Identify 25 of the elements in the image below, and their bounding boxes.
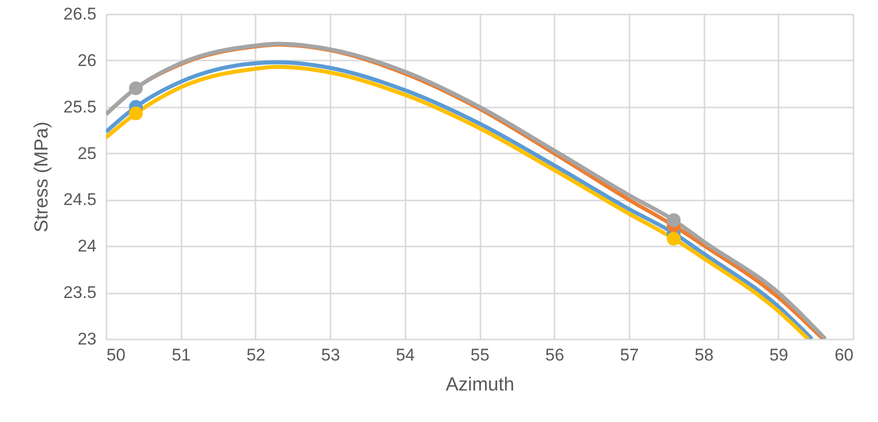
y-tick-label: 26 [78, 50, 96, 70]
point [666, 232, 681, 246]
y-tick-label: 25 [78, 144, 96, 163]
x-tick-label: 56 [545, 346, 564, 364]
y-tick-label: 23.5 [63, 283, 96, 302]
x-tick-label: 53 [321, 346, 340, 364]
x-tick-label: 57 [620, 346, 639, 364]
y-tick-label: 23 [78, 330, 96, 348]
y-tick-label: 24 [78, 236, 96, 256]
x-tick-label: 60 [834, 346, 854, 364]
point [128, 81, 143, 96]
x-tick-label: 54 [396, 346, 415, 364]
x-tick-label: 59 [769, 346, 788, 364]
point [666, 213, 681, 228]
point [128, 106, 143, 120]
y-tick-label: 25.5 [63, 97, 96, 116]
x-tick-label: 58 [694, 346, 714, 364]
x-tick-label: 52 [246, 346, 266, 364]
y-axis-title: Stress (MPa) [31, 122, 52, 232]
y-tick-label: 24.5 [63, 190, 96, 210]
y-tick-label: 26.5 [63, 4, 96, 24]
x-tick-label: 55 [470, 346, 490, 364]
x-tick-label: 50 [106, 346, 126, 364]
x-axis-title: Azimuth [446, 374, 514, 396]
x-tick-label: 51 [172, 346, 191, 364]
